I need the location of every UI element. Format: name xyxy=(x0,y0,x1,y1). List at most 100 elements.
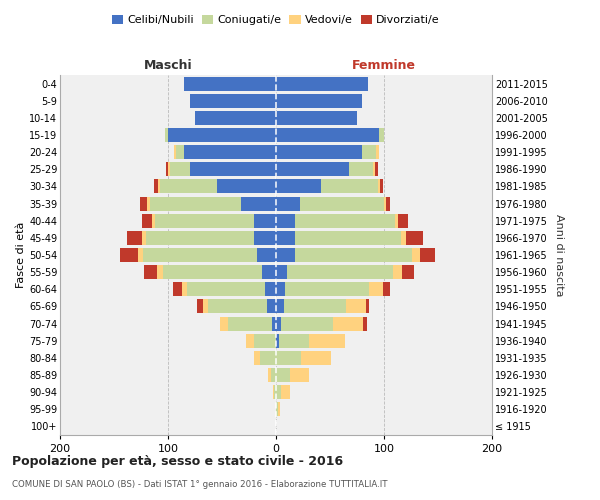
Bar xyxy=(168,162,276,176)
Bar xyxy=(203,300,276,314)
Bar xyxy=(276,265,403,279)
Bar xyxy=(276,111,357,125)
Text: COMUNE DI SAN PAOLO (BS) - Dati ISTAT 1° gennaio 2016 - Elaborazione TUTTITALIA.: COMUNE DI SAN PAOLO (BS) - Dati ISTAT 1°… xyxy=(12,480,388,489)
Bar xyxy=(190,162,276,176)
Bar xyxy=(140,196,276,210)
Bar xyxy=(276,76,368,90)
Bar xyxy=(170,162,276,176)
Bar xyxy=(176,145,276,159)
Bar xyxy=(195,111,276,125)
Bar xyxy=(165,128,276,142)
Bar xyxy=(276,76,368,90)
Bar xyxy=(276,180,322,194)
Bar xyxy=(276,180,380,194)
Bar xyxy=(276,94,362,108)
Bar xyxy=(276,162,376,176)
Bar xyxy=(272,316,276,330)
Bar xyxy=(175,145,276,159)
Bar xyxy=(229,316,276,330)
Bar xyxy=(195,111,276,125)
Bar xyxy=(276,385,290,399)
Bar xyxy=(276,265,392,279)
Bar xyxy=(190,94,276,108)
Bar xyxy=(276,94,362,108)
Bar xyxy=(276,196,391,210)
Bar xyxy=(158,180,276,194)
Bar xyxy=(276,162,373,176)
Bar xyxy=(276,128,384,142)
Bar xyxy=(254,351,276,365)
Bar xyxy=(197,300,276,314)
Bar xyxy=(276,282,383,296)
Bar xyxy=(195,111,276,125)
Bar xyxy=(276,351,331,365)
Bar xyxy=(276,368,290,382)
Bar xyxy=(276,402,280,416)
Bar xyxy=(160,180,276,194)
Bar xyxy=(276,265,287,279)
Bar xyxy=(276,231,401,245)
Bar xyxy=(276,214,395,228)
Bar xyxy=(276,316,281,330)
Bar xyxy=(271,368,276,382)
Bar xyxy=(157,265,276,279)
Bar xyxy=(276,128,384,142)
Bar xyxy=(276,214,398,228)
Bar xyxy=(121,248,276,262)
Bar xyxy=(273,385,276,399)
Bar xyxy=(276,248,435,262)
Bar xyxy=(127,231,276,245)
Bar xyxy=(276,111,357,125)
Bar xyxy=(246,334,276,347)
Bar xyxy=(273,385,276,399)
Bar xyxy=(276,145,379,159)
Bar xyxy=(220,316,276,330)
Bar xyxy=(184,76,276,90)
Bar xyxy=(276,351,301,365)
Bar xyxy=(268,368,276,382)
Y-axis label: Anni di nascita: Anni di nascita xyxy=(554,214,565,296)
Bar xyxy=(166,162,276,176)
Bar xyxy=(276,300,365,314)
Bar xyxy=(276,145,379,159)
Bar xyxy=(143,248,276,262)
Bar xyxy=(276,316,367,330)
Bar xyxy=(260,351,276,365)
Bar xyxy=(276,196,386,210)
Legend: Celibi/Nubili, Coniugati/e, Vedovi/e, Divorziati/e: Celibi/Nubili, Coniugati/e, Vedovi/e, Di… xyxy=(108,10,444,30)
Bar xyxy=(246,334,276,347)
Bar xyxy=(274,385,276,399)
Bar xyxy=(152,214,276,228)
Bar xyxy=(262,265,276,279)
Bar xyxy=(184,76,276,90)
Bar xyxy=(155,214,276,228)
Bar xyxy=(148,196,276,210)
Bar xyxy=(190,94,276,108)
Bar xyxy=(276,300,369,314)
Bar xyxy=(268,368,276,382)
Bar xyxy=(276,248,295,262)
Bar xyxy=(276,214,408,228)
Bar xyxy=(276,368,310,382)
Bar xyxy=(187,282,276,296)
Bar xyxy=(175,145,276,159)
Bar xyxy=(276,128,384,142)
Bar xyxy=(184,145,276,159)
Bar xyxy=(276,385,281,399)
Y-axis label: Fasce di età: Fasce di età xyxy=(16,222,26,288)
Bar xyxy=(276,248,419,262)
Bar xyxy=(190,94,276,108)
Bar xyxy=(142,214,276,228)
Bar xyxy=(276,316,364,330)
Bar xyxy=(254,231,276,245)
Bar xyxy=(241,196,276,210)
Bar xyxy=(276,111,357,125)
Bar xyxy=(190,94,276,108)
Bar xyxy=(163,265,276,279)
Bar xyxy=(276,94,362,108)
Bar xyxy=(276,196,300,210)
Bar xyxy=(276,214,295,228)
Bar xyxy=(276,402,280,416)
Bar xyxy=(276,385,290,399)
Bar xyxy=(220,316,276,330)
